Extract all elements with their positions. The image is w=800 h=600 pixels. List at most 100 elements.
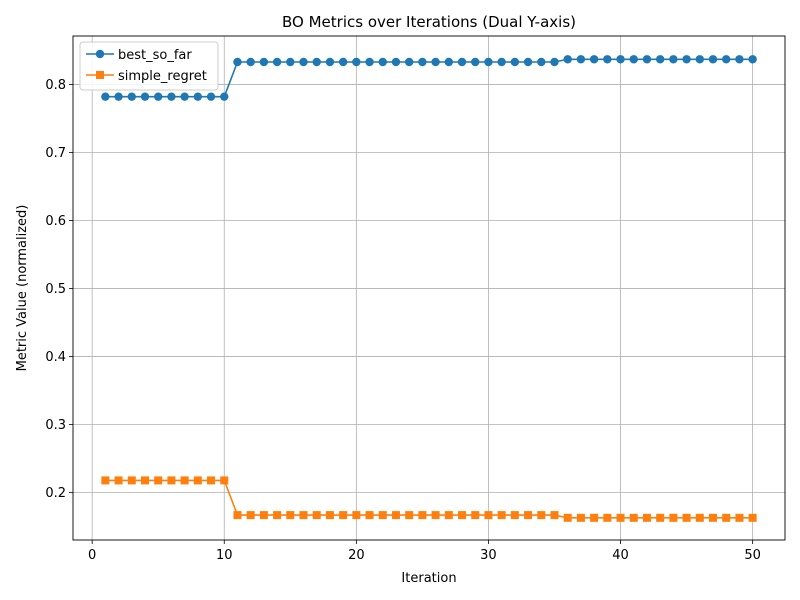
- data-point-best_so_far: [695, 55, 704, 64]
- data-point-simple_regret: [220, 476, 229, 485]
- data-point-simple_regret: [378, 511, 387, 520]
- y-tick-label: 0.4: [45, 350, 66, 365]
- data-point-simple_regret: [167, 476, 176, 485]
- x-axis-label: Iteration: [401, 571, 456, 586]
- y-tick-label: 0.6: [45, 214, 66, 229]
- data-point-simple_regret: [114, 476, 123, 485]
- data-point-best_so_far: [167, 92, 176, 101]
- data-point-best_so_far: [510, 57, 520, 67]
- data-point-best_so_far: [629, 55, 638, 64]
- data-point-simple_regret: [576, 513, 585, 522]
- data-point-simple_regret: [233, 511, 242, 520]
- data-point-best_so_far: [233, 57, 242, 67]
- data-point-best_so_far: [748, 55, 757, 64]
- data-point-best_so_far: [338, 57, 348, 67]
- x-tick-label: 50: [744, 548, 761, 563]
- data-point-simple_regret: [709, 513, 718, 522]
- data-point-best_so_far: [589, 55, 599, 64]
- data-point-simple_regret: [748, 513, 757, 522]
- data-point-best_so_far: [220, 92, 229, 101]
- data-point-best_so_far: [576, 55, 586, 64]
- series-layer: [101, 55, 757, 522]
- data-point-best_so_far: [722, 55, 731, 64]
- y-tick-label: 0.3: [45, 418, 66, 433]
- data-point-best_so_far: [655, 55, 665, 64]
- data-point-best_so_far: [708, 55, 718, 64]
- data-point-best_so_far: [682, 55, 691, 64]
- data-point-best_so_far: [180, 92, 189, 101]
- data-point-simple_regret: [695, 513, 704, 522]
- y-tick-label: 0.5: [45, 282, 66, 297]
- data-point-best_so_far: [365, 57, 374, 67]
- data-point-simple_regret: [590, 513, 599, 522]
- data-point-simple_regret: [722, 513, 731, 522]
- data-point-best_so_far: [272, 57, 282, 67]
- data-point-best_so_far: [431, 57, 440, 67]
- data-point-best_so_far: [259, 57, 269, 67]
- x-tick-label: 0: [88, 548, 96, 563]
- data-point-best_so_far: [325, 57, 335, 67]
- data-point-best_so_far: [246, 57, 255, 67]
- y-axis-label: Metric Value (normalized): [15, 205, 30, 372]
- legend-marker-simple_regret: [96, 71, 104, 79]
- data-point-simple_regret: [682, 513, 691, 522]
- data-point-simple_regret: [140, 476, 149, 485]
- data-point-best_so_far: [471, 57, 480, 67]
- data-point-simple_regret: [484, 511, 493, 520]
- data-point-simple_regret: [418, 511, 427, 520]
- data-point-best_so_far: [378, 57, 387, 67]
- data-point-best_so_far: [391, 57, 401, 67]
- data-point-best_so_far: [497, 57, 506, 67]
- data-point-simple_regret: [458, 511, 467, 520]
- data-point-best_so_far: [404, 57, 414, 67]
- data-point-best_so_far: [563, 55, 572, 64]
- data-point-best_so_far: [286, 57, 295, 67]
- legend-marker-best_so_far: [95, 49, 105, 59]
- data-point-best_so_far: [154, 92, 163, 101]
- data-point-simple_regret: [642, 513, 651, 522]
- data-point-best_so_far: [193, 92, 203, 101]
- data-point-simple_regret: [325, 511, 334, 520]
- data-point-best_so_far: [299, 57, 308, 67]
- data-point-simple_regret: [629, 513, 638, 522]
- data-point-simple_regret: [207, 476, 216, 485]
- data-point-best_so_far: [140, 92, 150, 101]
- data-point-simple_regret: [352, 511, 361, 520]
- plot-frame: [72, 35, 786, 541]
- data-point-simple_regret: [603, 513, 612, 522]
- data-point-simple_regret: [273, 511, 282, 520]
- data-point-simple_regret: [510, 511, 519, 520]
- data-point-simple_regret: [246, 511, 255, 520]
- data-point-best_so_far: [669, 55, 678, 64]
- data-point-simple_regret: [193, 476, 202, 485]
- data-point-best_so_far: [457, 57, 467, 67]
- data-point-simple_regret: [365, 511, 374, 520]
- y-tick-label: 0.2: [45, 486, 66, 501]
- y-tick-label: 0.8: [45, 78, 66, 93]
- data-point-simple_regret: [299, 511, 308, 520]
- data-point-best_so_far: [418, 57, 427, 67]
- data-point-simple_regret: [286, 511, 295, 520]
- x-tick-label: 10: [216, 548, 233, 563]
- legend: best_so_far simple_regret: [79, 41, 219, 91]
- data-point-simple_regret: [154, 476, 163, 485]
- data-point-best_so_far: [642, 55, 652, 64]
- x-tick-label: 20: [348, 548, 365, 563]
- data-point-simple_regret: [405, 511, 414, 520]
- data-point-simple_regret: [563, 513, 572, 522]
- data-point-simple_regret: [259, 511, 268, 520]
- data-point-simple_regret: [497, 511, 506, 520]
- data-point-simple_regret: [524, 511, 533, 520]
- data-point-best_so_far: [484, 57, 493, 67]
- data-point-best_so_far: [616, 55, 625, 64]
- x-tick-label: 30: [480, 548, 497, 563]
- data-point-simple_regret: [391, 511, 400, 520]
- data-point-simple_regret: [444, 511, 453, 520]
- data-point-simple_regret: [537, 511, 546, 520]
- y-tick-label: 0.7: [45, 146, 66, 161]
- data-point-simple_regret: [127, 476, 136, 485]
- data-point-simple_regret: [550, 511, 559, 520]
- ticks: 0 10 20 30 40 50 0.2 0.3 0.4 0.5 0.6 0.7 0.8: [45, 78, 761, 563]
- data-point-simple_regret: [431, 511, 440, 520]
